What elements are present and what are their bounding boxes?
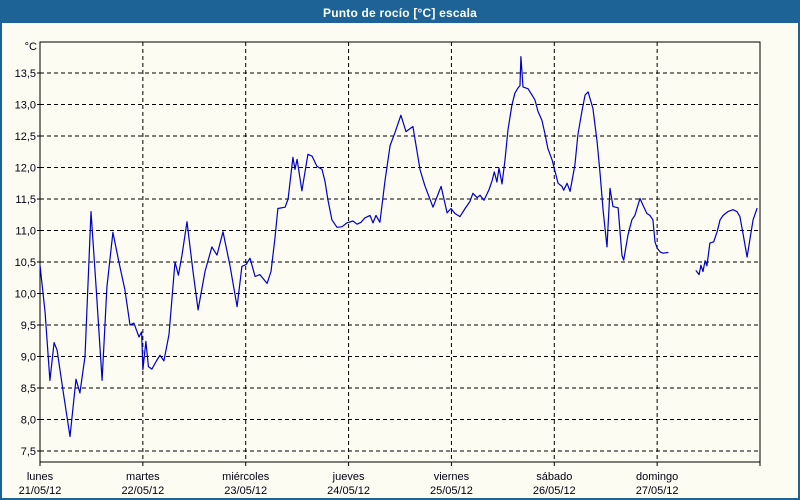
- x-tick-label-day: viernes: [434, 471, 470, 483]
- x-tick-label-date: 24/05/12: [327, 485, 370, 497]
- plot-border: [39, 41, 761, 463]
- series-line: [39, 56, 669, 438]
- x-tick-label-date: 25/05/12: [430, 485, 473, 497]
- y-tick-label: 12,0: [15, 163, 36, 175]
- x-tick-label-day: lunes: [27, 471, 54, 483]
- y-tick-label: 8,5: [21, 383, 36, 395]
- window-title: Punto de rocío [°C] escala: [322, 5, 478, 20]
- x-tick-label-date: 23/05/12: [224, 485, 267, 497]
- y-tick-label: 12,5: [15, 131, 36, 143]
- window-titlebar: Punto de rocío [°C] escala: [2, 2, 798, 23]
- x-tick-label-day: martes: [126, 471, 160, 483]
- y-tick-label: 9,0: [21, 352, 36, 364]
- x-tick-label-day: miércoles: [222, 471, 270, 483]
- y-tick-label: 10,5: [15, 257, 36, 269]
- y-axis-unit-label: °C: [25, 41, 37, 53]
- x-tick-label-day: domingo: [636, 471, 678, 483]
- x-tick-label-day: sábado: [536, 471, 572, 483]
- x-tick-label-date: 27/05/12: [636, 485, 679, 497]
- y-tick-label: 13,5: [15, 68, 36, 80]
- y-tick-label: 9,5: [21, 320, 36, 332]
- chart-svg: 13,5 13,0 12,5 12,0 11,5 11,0 10,5 10,0 9,5 9,0 8,…: [15, 41, 761, 497]
- y-tick-label: 7,5: [21, 446, 36, 458]
- y-tick-label: 11,0: [15, 226, 36, 238]
- x-tick-label-day: jueves: [332, 471, 365, 483]
- x-tick-label-date: 22/05/12: [121, 485, 164, 497]
- y-tick-label: 8,0: [21, 415, 36, 427]
- x-tick-label-date: 26/05/12: [533, 485, 576, 497]
- series-line: [695, 207, 758, 276]
- y-tick-label: 10,0: [15, 289, 36, 301]
- y-tick-label: 11,5: [15, 194, 36, 206]
- y-tick-label: 13,0: [15, 100, 36, 112]
- x-tick-label-date: 21/05/12: [19, 485, 62, 497]
